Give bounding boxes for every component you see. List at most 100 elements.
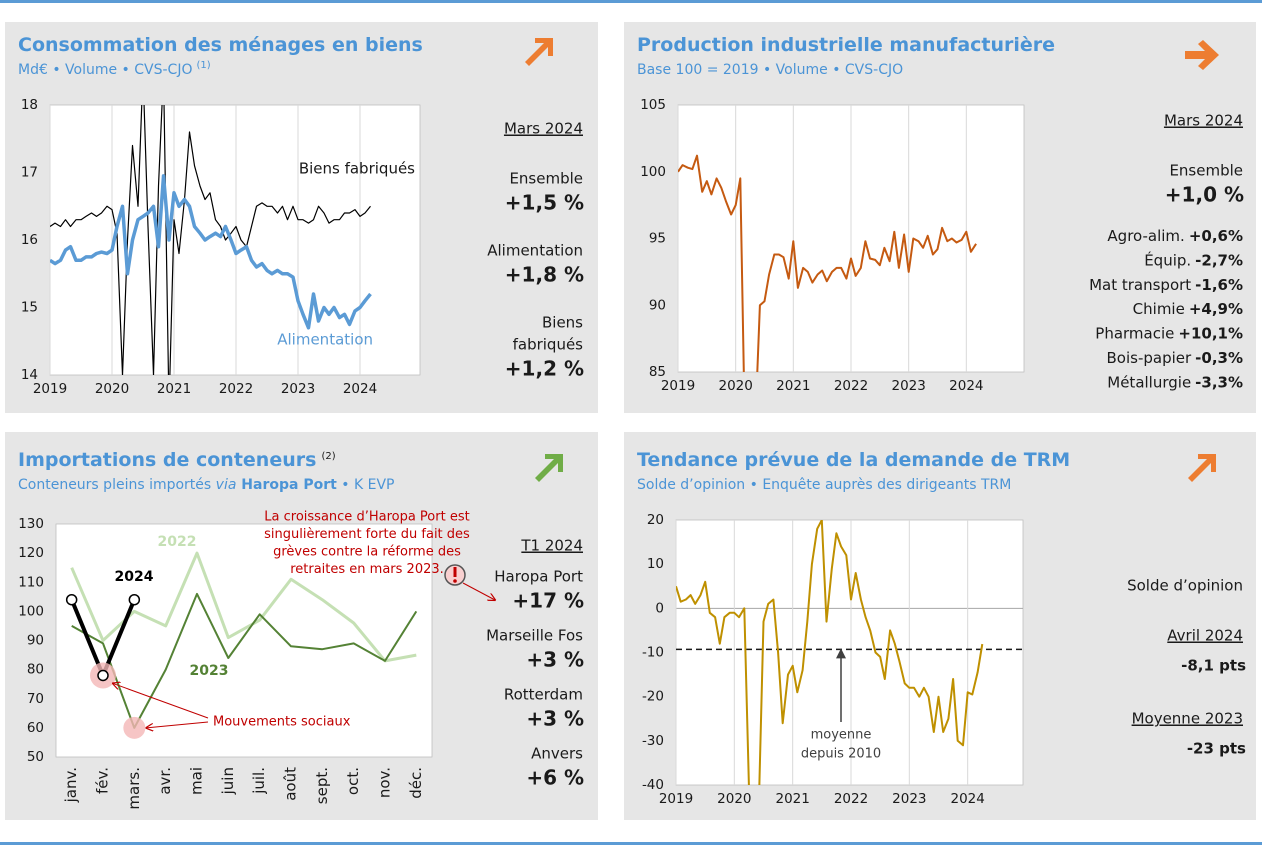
- trend-icon: [1185, 40, 1219, 70]
- y-tick-label: -40: [642, 777, 664, 793]
- point-marker: [65, 593, 78, 606]
- indicator-value: -23 pts: [1187, 740, 1246, 758]
- subtitle-text: Md€ • Volume • CVS-CJO: [18, 62, 192, 78]
- subtitle-text: Conteneurs pleins importés: [18, 477, 216, 493]
- y-tick-label: 10: [647, 556, 664, 572]
- x-tick-label: fév.: [94, 767, 112, 794]
- chart-subtitle: Base 100 = 2019 • Volume • CVS-CJO: [637, 62, 903, 78]
- y-tick-label: 17: [21, 165, 38, 181]
- sector-row: Métallurgie -3,3%: [1107, 373, 1243, 391]
- chart-title: Production industrielle manufacturière: [637, 34, 1055, 56]
- alert-icon: [453, 567, 457, 577]
- x-tick-label: 2020: [717, 791, 751, 807]
- y-tick-label: 50: [27, 749, 44, 765]
- series-label: 2022: [158, 534, 197, 550]
- indicator-label: Marseille Fos: [486, 627, 583, 645]
- series-line: [50, 105, 371, 375]
- annotation: La croissance d’Haropa Port est: [264, 510, 469, 525]
- annotation: singulièrement forte du fait des: [264, 527, 470, 542]
- title-text: Importations de conteneurs: [18, 449, 316, 471]
- subtitle-text: Base 100 = 2019 • Volume • CVS-CJO: [637, 62, 903, 78]
- indicator-value: +6 %: [526, 766, 584, 790]
- series-line: [71, 592, 418, 729]
- y-tick-label: -10: [642, 645, 664, 661]
- sector-label: Chimie: [1133, 300, 1185, 318]
- title-text: Tendance prévue de la demande de TRM: [637, 449, 1070, 471]
- sector-label: Pharmacie: [1095, 324, 1174, 342]
- subtitle-text: Solde d’opinion • Enquête auprès des dir…: [637, 477, 1011, 493]
- indicator-label: Haropa Port: [494, 568, 583, 586]
- sector-value: +10,1%: [1178, 324, 1243, 342]
- annotation-arrow: [462, 582, 495, 600]
- y-tick-label: 80: [27, 662, 44, 678]
- sector-row: Chimie +4,9%: [1133, 300, 1243, 318]
- point-marker: [97, 669, 109, 682]
- top-rule: [0, 0, 1262, 3]
- alert-icon: [453, 579, 457, 583]
- subtitle-text: • K EVP: [337, 477, 395, 493]
- x-tick-label: 2020: [95, 381, 129, 397]
- title-text: Consommation des ménages en biens: [18, 34, 423, 56]
- y-tick-label: 60: [27, 720, 44, 736]
- indicator-value: +3 %: [526, 707, 584, 731]
- x-tick-label: oct.: [344, 767, 362, 795]
- x-tick-label: 2022: [834, 791, 868, 807]
- chart-subtitle: Conteneurs pleins importés via Haropa Po…: [18, 477, 394, 493]
- x-tick-label: août: [282, 767, 300, 801]
- sector-value: -3,3%: [1195, 373, 1243, 391]
- x-tick-label: déc.: [407, 767, 425, 799]
- period-label: T1 2024: [520, 537, 583, 555]
- chart-subtitle: Md€ • Volume • CVS-CJO (1): [18, 60, 211, 78]
- x-tick-label: mars.: [125, 767, 143, 810]
- series-label: 2023: [190, 663, 229, 679]
- trend-icon: [535, 454, 563, 482]
- sector-row: Mat transport -1,6%: [1089, 275, 1243, 293]
- y-tick-label: 70: [27, 691, 44, 707]
- trend-icon: [525, 38, 553, 66]
- y-tick-label: 20: [647, 512, 664, 528]
- plot-area: [675, 519, 1024, 786]
- reference-label: depuis 2010: [801, 747, 881, 762]
- x-tick-label: 2023: [892, 791, 926, 807]
- x-tick-label: 2022: [219, 381, 253, 397]
- indicator-label: Rotterdam: [504, 686, 583, 704]
- x-tick-label: 2019: [659, 791, 693, 807]
- x-tick-label: 2020: [718, 378, 752, 394]
- indicator-label: Ensemble: [1169, 162, 1243, 180]
- y-tick-label: -30: [642, 733, 664, 749]
- sector-value: -0,3%: [1195, 349, 1243, 367]
- sector-row: Pharmacie +10,1%: [1095, 324, 1243, 342]
- chart-title: Consommation des ménages en biens: [18, 34, 423, 56]
- footnote-mark: (1): [196, 60, 210, 71]
- sector-label: Agro-alim.: [1107, 227, 1184, 245]
- indicator-value: +1,0 %: [1165, 183, 1244, 207]
- y-tick-label: 105: [640, 97, 666, 113]
- x-tick-label: sept.: [313, 767, 331, 804]
- x-tick-label: 2019: [661, 378, 695, 394]
- indicator-value: +17 %: [512, 589, 584, 613]
- period-label: Mars 2024: [1164, 112, 1243, 130]
- x-tick-label: 2024: [950, 791, 984, 807]
- y-tick-label: 100: [18, 603, 44, 619]
- bottom-rule: [0, 842, 1262, 845]
- period-label: Mars 2024: [504, 120, 583, 138]
- indicator-value: -8,1 pts: [1181, 657, 1246, 675]
- annotation-arrow: [146, 721, 209, 728]
- x-tick-label: 2023: [891, 378, 925, 394]
- sector-value: +0,6%: [1189, 227, 1243, 245]
- series-label: Biens fabriqués: [299, 160, 415, 178]
- side-label: Solde d’opinion: [1127, 577, 1243, 595]
- chart-subtitle: Solde d’opinion • Enquête auprès des dir…: [637, 477, 1011, 493]
- sector-label: Métallurgie: [1107, 373, 1191, 391]
- y-tick-label: 130: [18, 516, 44, 532]
- sector-value: -1,6%: [1195, 275, 1243, 293]
- x-tick-label: 2024: [949, 378, 983, 394]
- sector-row: Agro-alim. +0,6%: [1107, 227, 1243, 245]
- reference-label: moyenne: [811, 728, 872, 743]
- subtitle-text: via: [216, 477, 237, 493]
- x-tick-label: 2022: [834, 378, 868, 394]
- x-tick-label: juin: [219, 767, 237, 795]
- series-label: Alimentation: [277, 331, 373, 349]
- indicator-label: fabriqués: [513, 336, 584, 354]
